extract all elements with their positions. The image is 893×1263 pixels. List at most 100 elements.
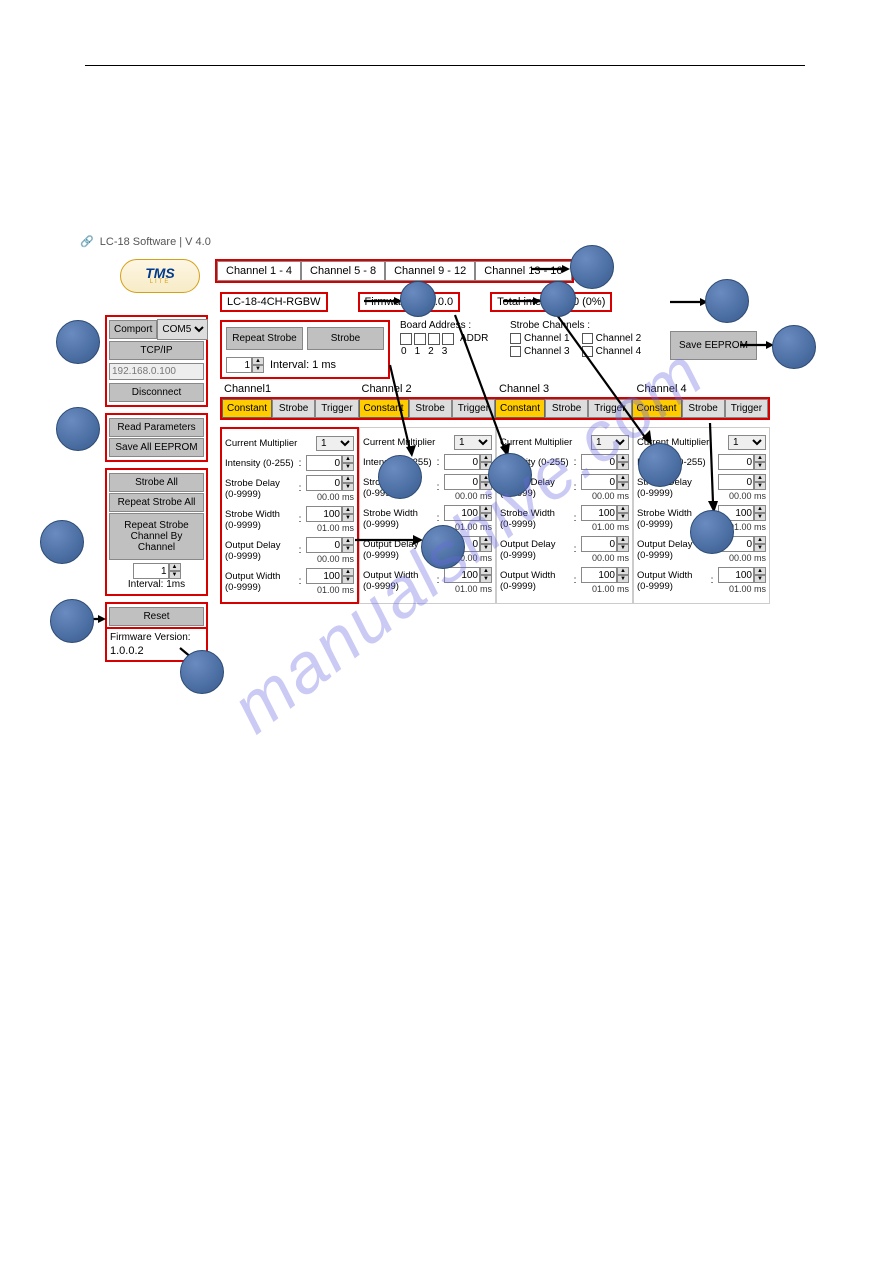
value-input[interactable] [444, 567, 480, 583]
up-arrow-icon[interactable]: ▲ [480, 505, 492, 513]
value-spinner[interactable]: ▲▼ [581, 454, 629, 470]
current-multiplier-select[interactable]: 1 [316, 436, 354, 451]
value-input[interactable] [306, 475, 342, 491]
value-input[interactable] [581, 567, 617, 583]
addr-bit-1[interactable] [414, 333, 426, 345]
down-arrow-icon[interactable]: ▼ [252, 365, 264, 373]
value-input[interactable] [581, 536, 617, 552]
down-arrow-icon[interactable]: ▼ [342, 483, 354, 491]
up-arrow-icon[interactable]: ▲ [617, 474, 629, 482]
ch4-trigger-tab[interactable]: Trigger [725, 399, 768, 418]
value-input[interactable] [718, 454, 754, 470]
strobe-interval-spinner[interactable]: ▲▼ [226, 357, 264, 373]
sidebar-interval-input[interactable] [133, 563, 169, 579]
current-multiplier-select[interactable]: 1 [728, 435, 766, 450]
value-input[interactable] [444, 505, 480, 521]
down-arrow-icon[interactable]: ▼ [342, 463, 354, 471]
save-all-eeprom-button[interactable]: Save All EEPROM [109, 438, 204, 457]
value-input[interactable] [444, 474, 480, 490]
up-arrow-icon[interactable]: ▲ [617, 454, 629, 462]
tab-channel-1-4[interactable]: Channel 1 - 4 [217, 261, 301, 281]
value-input[interactable] [306, 537, 342, 553]
value-input[interactable] [306, 455, 342, 471]
tcpip-button[interactable]: TCP/IP [109, 341, 204, 360]
up-arrow-icon[interactable]: ▲ [252, 357, 264, 365]
sidebar-interval-spinner[interactable]: ▲▼ [133, 563, 181, 579]
value-spinner[interactable]: ▲▼ [306, 537, 354, 553]
value-spinner[interactable]: ▲▼ [581, 505, 629, 521]
value-spinner[interactable]: ▲▼ [306, 475, 354, 491]
down-arrow-icon[interactable]: ▼ [342, 545, 354, 553]
up-arrow-icon[interactable]: ▲ [754, 505, 766, 513]
value-spinner[interactable]: ▲▼ [444, 505, 492, 521]
down-arrow-icon[interactable]: ▼ [617, 513, 629, 521]
down-arrow-icon[interactable]: ▼ [754, 513, 766, 521]
value-spinner[interactable]: ▲▼ [306, 506, 354, 522]
comport-select[interactable]: COM5 [157, 319, 208, 340]
up-arrow-icon[interactable]: ▲ [617, 536, 629, 544]
down-arrow-icon[interactable]: ▼ [480, 544, 492, 552]
reset-button[interactable]: Reset [109, 607, 204, 626]
value-spinner[interactable]: ▲▼ [718, 567, 766, 583]
down-arrow-icon[interactable]: ▼ [480, 575, 492, 583]
up-arrow-icon[interactable]: ▲ [480, 567, 492, 575]
ch1-strobe-tab[interactable]: Strobe [272, 399, 315, 418]
value-input[interactable] [581, 474, 617, 490]
up-arrow-icon[interactable]: ▲ [617, 505, 629, 513]
value-input[interactable] [581, 454, 617, 470]
down-arrow-icon[interactable]: ▼ [342, 576, 354, 584]
comport-button[interactable]: Comport [109, 320, 157, 339]
up-arrow-icon[interactable]: ▲ [342, 568, 354, 576]
repeat-strobe-button[interactable]: Repeat Strobe [226, 327, 303, 350]
ch1-trigger-tab[interactable]: Trigger [315, 399, 358, 418]
repeat-strobe-channel-button[interactable]: Repeat Strobe Channel By Channel [109, 513, 204, 560]
disconnect-button[interactable]: Disconnect [109, 383, 204, 402]
up-arrow-icon[interactable]: ▲ [754, 454, 766, 462]
value-input[interactable] [581, 505, 617, 521]
value-spinner[interactable]: ▲▼ [581, 567, 629, 583]
value-input[interactable] [718, 474, 754, 490]
value-spinner[interactable]: ▲▼ [718, 454, 766, 470]
ip-address-input[interactable] [109, 363, 204, 380]
tab-channel-9-12[interactable]: Channel 9 - 12 [385, 261, 475, 281]
strobe-all-button[interactable]: Strobe All [109, 473, 204, 492]
up-arrow-icon[interactable]: ▲ [480, 536, 492, 544]
value-spinner[interactable]: ▲▼ [581, 536, 629, 552]
value-spinner[interactable]: ▲▼ [444, 567, 492, 583]
value-spinner[interactable]: ▲▼ [306, 455, 354, 471]
up-arrow-icon[interactable]: ▲ [754, 536, 766, 544]
up-arrow-icon[interactable]: ▲ [169, 563, 181, 571]
down-arrow-icon[interactable]: ▼ [617, 482, 629, 490]
down-arrow-icon[interactable]: ▼ [617, 575, 629, 583]
down-arrow-icon[interactable]: ▼ [617, 462, 629, 470]
up-arrow-icon[interactable]: ▲ [342, 537, 354, 545]
ch1-constant-tab[interactable]: Constant [222, 399, 272, 418]
up-arrow-icon[interactable]: ▲ [754, 567, 766, 575]
strobe-button[interactable]: Strobe [307, 327, 384, 350]
value-input[interactable] [718, 567, 754, 583]
tab-channel-5-8[interactable]: Channel 5 - 8 [301, 261, 385, 281]
value-input[interactable] [306, 506, 342, 522]
read-parameters-button[interactable]: Read Parameters [109, 418, 204, 437]
value-input[interactable] [306, 568, 342, 584]
up-arrow-icon[interactable]: ▲ [754, 474, 766, 482]
down-arrow-icon[interactable]: ▼ [754, 482, 766, 490]
repeat-strobe-all-button[interactable]: Repeat Strobe All [109, 493, 204, 512]
value-spinner[interactable]: ▲▼ [306, 568, 354, 584]
ch4-strobe-tab[interactable]: Strobe [682, 399, 725, 418]
up-arrow-icon[interactable]: ▲ [617, 567, 629, 575]
up-arrow-icon[interactable]: ▲ [342, 475, 354, 483]
down-arrow-icon[interactable]: ▼ [169, 571, 181, 579]
down-arrow-icon[interactable]: ▼ [480, 513, 492, 521]
down-arrow-icon[interactable]: ▼ [754, 462, 766, 470]
down-arrow-icon[interactable]: ▼ [754, 575, 766, 583]
addr-bit-2[interactable] [428, 333, 440, 345]
down-arrow-icon[interactable]: ▼ [342, 514, 354, 522]
value-spinner[interactable]: ▲▼ [581, 474, 629, 490]
down-arrow-icon[interactable]: ▼ [754, 544, 766, 552]
up-arrow-icon[interactable]: ▲ [342, 455, 354, 463]
down-arrow-icon[interactable]: ▼ [617, 544, 629, 552]
strobe-interval-input[interactable] [226, 357, 252, 373]
value-spinner[interactable]: ▲▼ [444, 474, 492, 490]
value-spinner[interactable]: ▲▼ [718, 474, 766, 490]
